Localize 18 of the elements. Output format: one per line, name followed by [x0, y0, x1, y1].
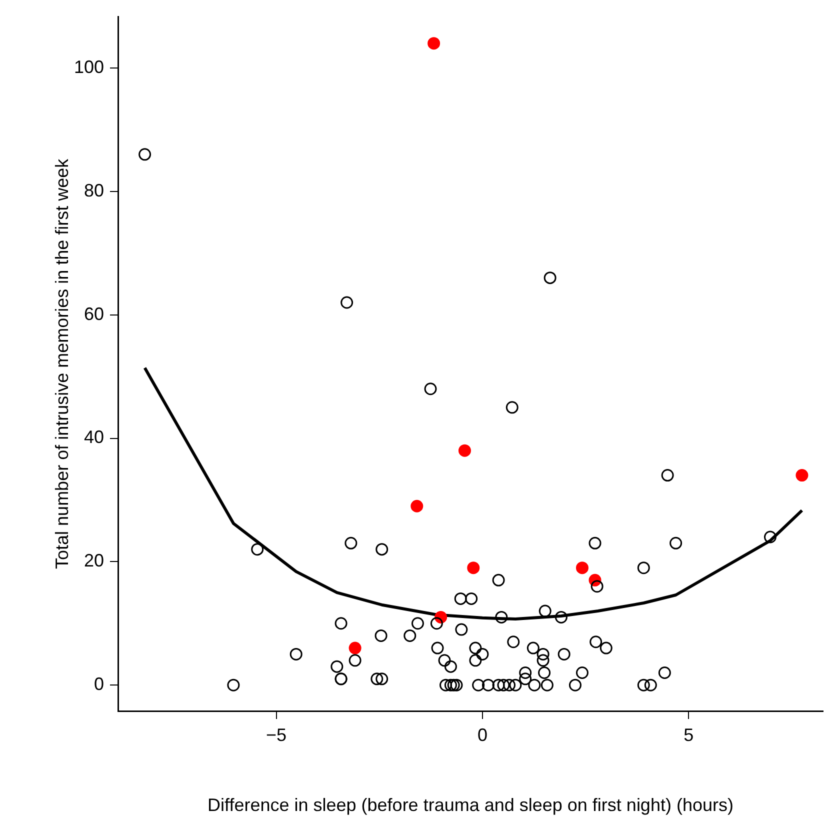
y-tick-label: 80: [84, 180, 104, 200]
y-tick-label: 60: [84, 304, 104, 324]
point: [796, 469, 808, 482]
y-tick-label: 100: [74, 56, 104, 77]
x-tick-label: 0: [477, 724, 488, 745]
y-tick-label: 40: [84, 427, 104, 448]
point: [348, 642, 362, 654]
point: [576, 562, 588, 574]
x-tick-label: −5: [266, 724, 287, 745]
y-tick-label: 0: [94, 674, 104, 694]
x-axis-title: Difference in sleep (before trauma and sleep on first night) (hours): [208, 795, 734, 816]
y-axis-title: Total number of intrusive memories in the first week: [52, 158, 72, 569]
point: [467, 562, 480, 574]
point: [410, 500, 424, 512]
point: [428, 37, 440, 50]
x-tick-label: 5: [684, 724, 694, 745]
point: [458, 444, 471, 457]
y-tick-label: 20: [84, 550, 104, 571]
